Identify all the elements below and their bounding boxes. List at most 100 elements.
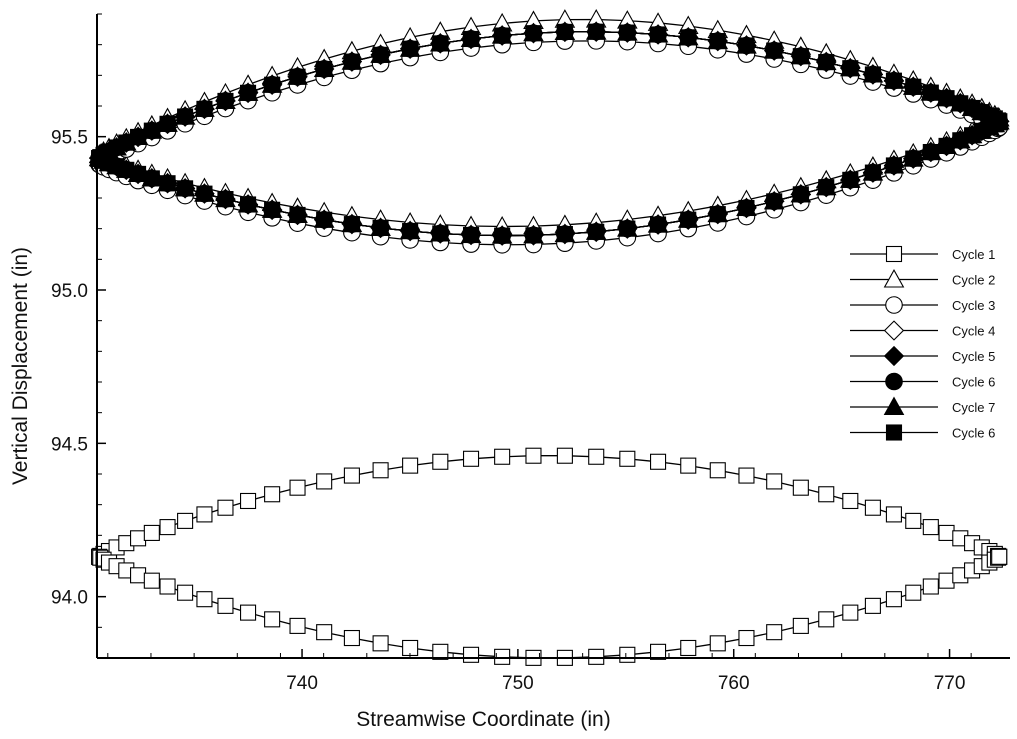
data-point <box>264 201 281 218</box>
data-point <box>680 457 697 474</box>
data-point <box>922 519 939 536</box>
x-tick-label: 760 <box>718 673 750 694</box>
data-point <box>130 128 147 145</box>
data-point <box>738 37 755 54</box>
data-point <box>343 629 360 647</box>
legend-marker <box>883 268 905 288</box>
data-point <box>432 35 449 52</box>
data-point <box>922 578 939 595</box>
data-point <box>432 225 449 242</box>
data-point <box>196 185 213 202</box>
data-point <box>264 611 281 628</box>
legend-item: Cycle 3 <box>850 296 995 314</box>
y-axis-title: Vertical Displacement (in) <box>9 247 32 485</box>
data-point <box>343 216 360 233</box>
data-point <box>343 467 360 484</box>
data-point <box>922 84 939 101</box>
data-point <box>143 170 160 187</box>
legend-label: Cycle 2 <box>952 273 995 288</box>
legend-label: Cycle 6 <box>952 375 995 390</box>
legend: Cycle 1 Cycle 2 Cycle 3 Cycle 4 Cycle 5 Cycle… <box>850 245 995 441</box>
legend-marker <box>885 424 903 441</box>
data-point <box>818 179 835 196</box>
legend-marker <box>885 245 903 263</box>
data-point <box>556 23 573 40</box>
data-point <box>402 223 419 240</box>
data-point <box>130 165 147 182</box>
data-point <box>432 453 449 470</box>
data-point <box>738 467 755 484</box>
x-axis-title: Streamwise Coordinate (in) <box>356 708 610 731</box>
data-point <box>289 206 306 223</box>
legend-item: Cycle 6 <box>850 424 995 441</box>
legend-item: Cycle 4 <box>850 320 995 341</box>
data-point <box>494 648 511 665</box>
data-point <box>372 462 389 479</box>
data-point <box>792 479 809 496</box>
legend-label: Cycle 3 <box>952 298 995 313</box>
data-point <box>217 499 234 516</box>
data-point <box>619 24 636 41</box>
data-point <box>217 597 234 614</box>
data-point <box>885 591 902 608</box>
data-point <box>905 150 922 167</box>
data-point <box>818 54 835 71</box>
data-point <box>864 499 881 516</box>
data-point <box>709 635 726 652</box>
series-line <box>98 31 1000 159</box>
data-point <box>264 486 281 503</box>
data-point <box>680 29 697 46</box>
data-point <box>217 92 234 109</box>
data-point <box>650 216 667 233</box>
data-point <box>343 53 360 70</box>
data-point <box>842 492 859 510</box>
data-point <box>196 506 213 523</box>
legend-label: Cycle 4 <box>952 324 995 339</box>
data-point <box>885 72 902 89</box>
data-point <box>177 584 194 601</box>
data-point <box>680 211 697 228</box>
data-point <box>938 90 955 107</box>
data-point <box>885 157 902 174</box>
data-point <box>709 33 726 50</box>
legend-label: Cycle 6 <box>952 426 995 441</box>
data-point <box>240 84 257 101</box>
data-point <box>159 175 176 192</box>
series-line <box>98 31 1000 159</box>
data-point <box>588 223 605 240</box>
data-point <box>650 453 667 470</box>
data-point <box>264 76 281 93</box>
data-point <box>650 26 667 43</box>
legend-marker <box>883 396 905 416</box>
data-point <box>938 137 955 154</box>
series-line <box>98 18 1000 156</box>
data-point <box>792 617 809 634</box>
legend-marker <box>885 296 903 314</box>
data-point <box>766 193 783 210</box>
data-point <box>525 227 542 244</box>
data-point <box>177 512 194 529</box>
data-point <box>316 624 333 641</box>
data-point <box>792 186 809 203</box>
data-point <box>922 143 939 161</box>
data-point <box>240 492 257 510</box>
data-point <box>885 506 902 523</box>
data-point <box>766 473 783 490</box>
axes: 740 750 760 770 94.0 94.5 95.0 95.5 <box>51 13 1010 694</box>
plot-area <box>88 9 1010 666</box>
data-point <box>619 450 636 467</box>
data-point <box>462 30 480 48</box>
legend-label: Cycle 5 <box>952 349 995 364</box>
data-point <box>709 462 726 479</box>
data-point <box>372 635 389 652</box>
data-point <box>525 25 542 42</box>
data-point <box>588 23 605 40</box>
data-point <box>709 206 726 223</box>
data-point <box>432 643 449 660</box>
data-point <box>494 27 511 44</box>
data-point <box>462 646 480 663</box>
data-point <box>588 648 605 665</box>
data-point <box>372 219 389 236</box>
data-point <box>905 512 922 529</box>
legend-item: Cycle 2 <box>850 268 995 288</box>
